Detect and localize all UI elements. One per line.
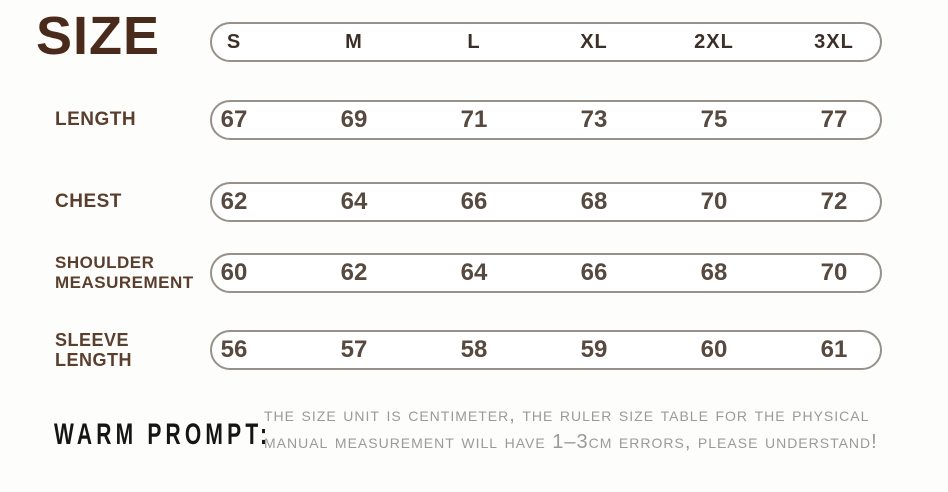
- size-value: 62: [340, 259, 368, 286]
- size-header-pill: S M L XL 2XL 3XL: [210, 22, 882, 62]
- size-value: 64: [340, 188, 368, 215]
- table-row-chest: CHEST 62 64 66 68 70 72: [0, 182, 948, 222]
- row-values-pill: 60 62 64 66 68 70: [210, 253, 882, 293]
- row-cells: 56 57 58 59 60 61: [174, 332, 894, 368]
- note-line-1: the size unit is centimeter, the ruler s…: [264, 404, 870, 426]
- table-row-length: LENGTH 67 69 71 73 75 77: [0, 100, 948, 140]
- table-row-shoulder-measurement: SHOULDER MEASUREMENT 60 62 64 66 68 70: [0, 253, 948, 293]
- column-header-m: M: [345, 30, 363, 53]
- size-header-cells: S M L XL 2XL 3XL: [174, 24, 894, 60]
- row-label: SLEEVE LENGTH: [55, 330, 132, 370]
- column-header-l: L: [467, 30, 481, 53]
- size-value: 73: [580, 106, 608, 133]
- size-value: 77: [820, 106, 848, 133]
- size-value: 68: [580, 188, 608, 215]
- size-value: 75: [700, 106, 728, 133]
- size-value: 67: [220, 106, 248, 133]
- size-value: 66: [460, 188, 488, 215]
- size-value: 60: [700, 336, 728, 363]
- row-values-pill: 67 69 71 73 75 77: [210, 100, 882, 140]
- row-label: CHEST: [55, 191, 122, 212]
- column-header-xl: XL: [580, 30, 608, 53]
- size-value: 56: [220, 336, 248, 363]
- row-label: LENGTH: [55, 109, 137, 130]
- row-values-pill: 56 57 58 59 60 61: [210, 330, 882, 370]
- size-value: 61: [820, 336, 848, 363]
- note-line-2: manual measurement will have 1–3cm error…: [264, 431, 878, 453]
- size-value: 70: [820, 259, 848, 286]
- size-value: 70: [700, 188, 728, 215]
- size-value: 59: [580, 336, 608, 363]
- row-label: SHOULDER MEASUREMENT: [55, 253, 194, 292]
- row-cells: 62 64 66 68 70 72: [174, 184, 894, 220]
- size-value: 62: [220, 188, 248, 215]
- size-value: 72: [820, 188, 848, 215]
- size-value: 71: [460, 106, 488, 133]
- size-unit-note: the size unit is centimeter, the ruler s…: [264, 402, 878, 456]
- size-value: 57: [340, 336, 368, 363]
- table-row-sleeve-length: SLEEVE LENGTH 56 57 58 59 60 61: [0, 330, 948, 370]
- size-value: 66: [580, 259, 608, 286]
- page-title: SIZE: [36, 6, 161, 66]
- row-values-pill: 62 64 66 68 70 72: [210, 182, 882, 222]
- size-value: 58: [460, 336, 488, 363]
- size-value: 60: [220, 259, 248, 286]
- row-cells: 67 69 71 73 75 77: [174, 102, 894, 138]
- row-cells: 60 62 64 66 68 70: [174, 255, 894, 291]
- column-header-s: S: [226, 30, 242, 53]
- column-header-3xl: 3XL: [814, 30, 854, 53]
- column-header-2xl: 2XL: [694, 30, 734, 53]
- size-value: 69: [340, 106, 368, 133]
- size-value: 64: [460, 259, 488, 286]
- warm-prompt-label: WARM PROMPT:: [54, 418, 272, 451]
- size-value: 68: [700, 259, 728, 286]
